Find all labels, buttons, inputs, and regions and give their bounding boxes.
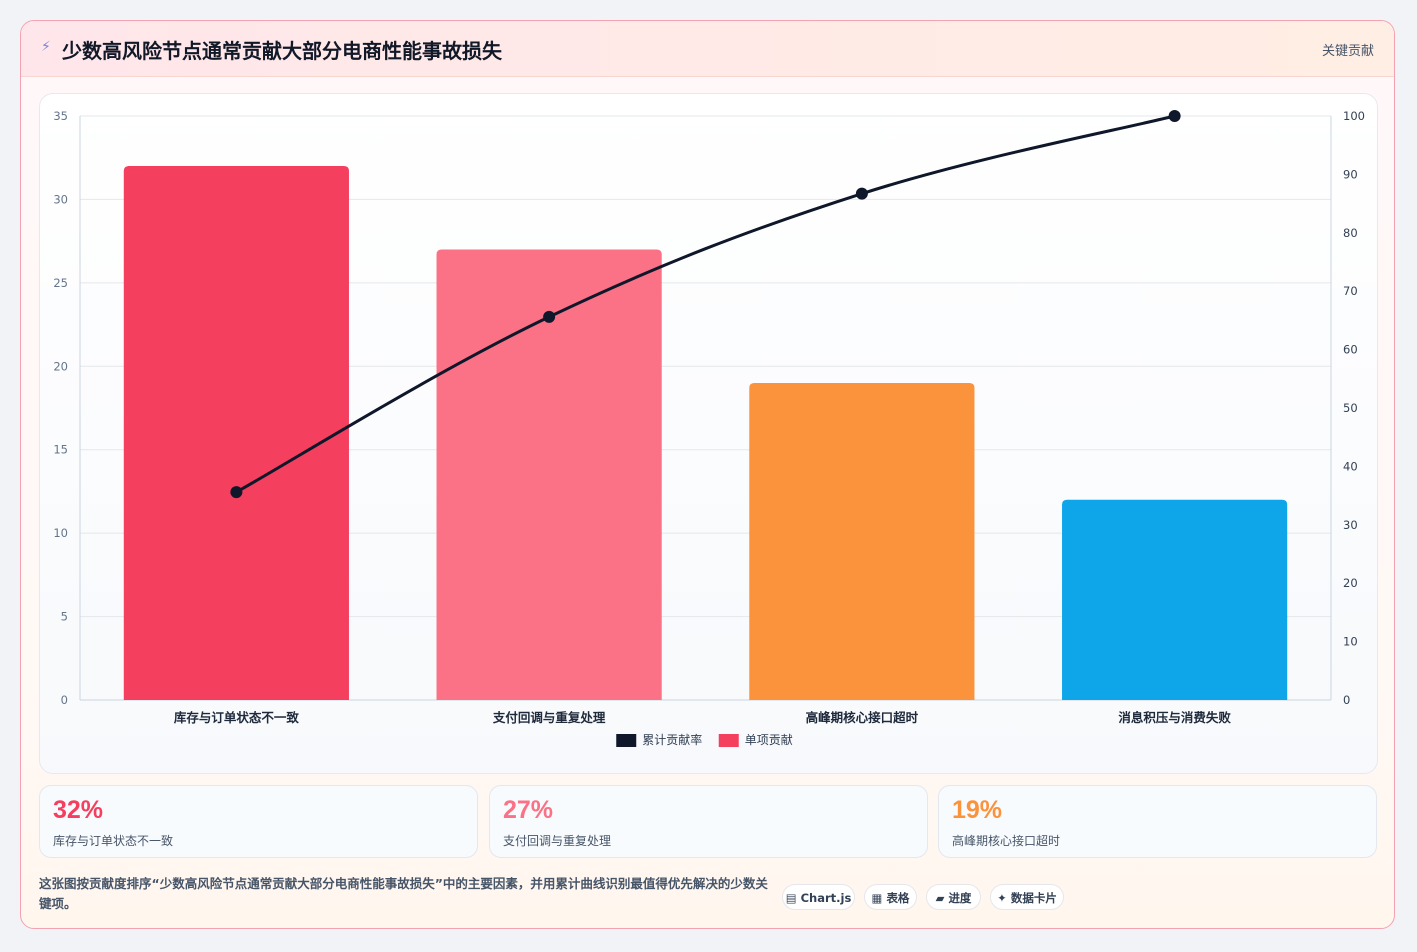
- chip-chartjs[interactable]: ▤ Chart.js: [782, 884, 855, 910]
- bar: [123, 166, 349, 701]
- y-left-tick-label: 20: [53, 359, 68, 373]
- y-left-tick-label: 15: [53, 443, 68, 457]
- y-right-tick-label: 80: [1343, 226, 1358, 240]
- stat-card-3: 19% 高峰期核心接口超时: [938, 785, 1377, 858]
- y-right-tick-label: 70: [1343, 284, 1358, 298]
- x-tick-label: 高峰期核心接口超时: [806, 710, 919, 725]
- chart-icon: ▤: [785, 891, 797, 905]
- cumulative-point: [855, 187, 868, 200]
- table-icon: ▦: [871, 891, 883, 905]
- y-right-tick-label: 100: [1343, 109, 1365, 123]
- y-right-tick-label: 0: [1343, 693, 1350, 707]
- legend-label: 单项贡献: [745, 732, 793, 747]
- chip-data-cards[interactable]: ✦ 数据卡片: [990, 884, 1064, 910]
- stat-card-2: 27% 支付回调与重复处理: [489, 785, 928, 858]
- stat-value: 27%: [503, 796, 554, 824]
- stat-label: 高峰期核心接口超时: [952, 834, 1061, 848]
- legend-label: 累计贡献率: [642, 732, 702, 747]
- y-right-tick-label: 20: [1343, 576, 1358, 590]
- y-left-tick-label: 30: [53, 192, 68, 206]
- bar: [436, 249, 662, 700]
- page-title: 少数高风险节点通常贡献大部分电商性能事故损失: [62, 39, 502, 63]
- y-right-tick-label: 40: [1343, 459, 1358, 473]
- y-left-tick-label: 0: [61, 693, 68, 707]
- x-tick-label: 消息积压与消费失败: [1118, 710, 1231, 725]
- chart-description: 这张图按贡献度排序“少数高风险节点通常贡献大部分电商性能事故损失”中的主要因素，…: [39, 876, 768, 911]
- bar: [749, 382, 975, 700]
- y-right-tick-label: 50: [1343, 401, 1358, 415]
- stat-value: 32%: [53, 796, 104, 824]
- sparkle-icon: ✦: [997, 891, 1007, 905]
- y-right-tick-label: 90: [1343, 167, 1358, 181]
- x-tick-label: 支付回调与重复处理: [492, 710, 606, 725]
- chart-card: ⚡ 少数高风险节点通常贡献大部分电商性能事故损失 关键贡献 0 5 10 15 20 25…: [20, 20, 1395, 929]
- stat-value: 19%: [952, 796, 1003, 824]
- y-left-tick-label: 5: [61, 610, 68, 624]
- y-left-tick-label: 35: [53, 109, 68, 123]
- pareto-chart: 0 5 10 15 20 25 30 35 0 10 20 30 40 50 60 70 80 90 100 库存与订…: [53, 109, 1365, 747]
- chart-panel: 0 5 10 15 20 25 30 35 0 10 20 30 40 50 60 70 80 90 100 库存与订…: [39, 93, 1378, 774]
- legend-swatch: [718, 734, 739, 747]
- stat-label: 支付回调与重复处理: [503, 834, 612, 848]
- chip-progress[interactable]: ▰ 进度: [926, 884, 981, 910]
- y-right-tick-label: 60: [1343, 343, 1358, 357]
- stat-label: 库存与订单状态不一致: [53, 834, 174, 848]
- y-left-tick-label: 10: [53, 526, 68, 540]
- card-header: ⚡ 少数高风险节点通常贡献大部分电商性能事故损失 关键贡献: [21, 21, 1394, 77]
- x-tick-label: 库存与订单状态不一致: [174, 710, 300, 725]
- key-contribution-badge[interactable]: 关键贡献: [1321, 44, 1374, 59]
- cumulative-point: [1168, 110, 1181, 122]
- chip-table[interactable]: ▦ 表格: [864, 884, 917, 910]
- y-left-tick-label: 25: [53, 276, 68, 290]
- y-right-tick-label: 30: [1343, 518, 1358, 532]
- lightning-icon: ⚡: [41, 39, 51, 55]
- progress-icon: ▰: [935, 891, 945, 905]
- cumulative-point: [543, 310, 556, 323]
- cumulative-point: [230, 486, 243, 499]
- y-right-tick-label: 10: [1343, 635, 1358, 649]
- bar: [1062, 499, 1288, 700]
- stat-card-1: 32% 库存与订单状态不一致: [39, 785, 478, 858]
- legend-swatch: [616, 734, 637, 747]
- cumulative-line: [235, 114, 1175, 494]
